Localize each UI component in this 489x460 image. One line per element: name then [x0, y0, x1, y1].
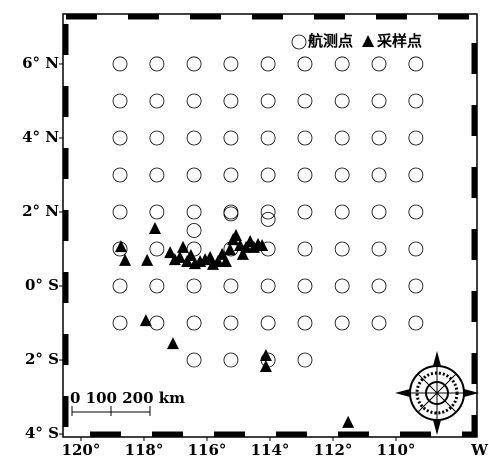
x-tick-label: 112°	[314, 441, 353, 459]
map-frame	[63, 14, 477, 437]
x-tick-label: 110°	[377, 441, 416, 459]
y-tick-label: 2° N	[22, 202, 59, 220]
x-tick-label: 118°	[125, 441, 164, 459]
y-tick-label: 4° N	[22, 128, 59, 146]
legend-label: 采样点	[376, 32, 422, 50]
x-tick-label: 120°	[62, 441, 101, 459]
legend-label: 航测点	[308, 32, 353, 50]
map: 0 100 200 km W 120° 118° 116° 114° 112° 110° 6…	[0, 0, 489, 460]
y-tick-label: 4° S	[25, 424, 59, 442]
x-tick-label: 116°	[188, 441, 227, 459]
y-tick-label: 0° S	[25, 276, 59, 294]
x-tick-label: 114°	[251, 441, 290, 459]
y-tick-label: 6° N	[22, 54, 59, 72]
x-axis-suffix: W	[470, 441, 489, 459]
y-tick-label: 2° S	[25, 350, 59, 368]
scale-bar-label: 0 100 200 km	[70, 389, 185, 407]
